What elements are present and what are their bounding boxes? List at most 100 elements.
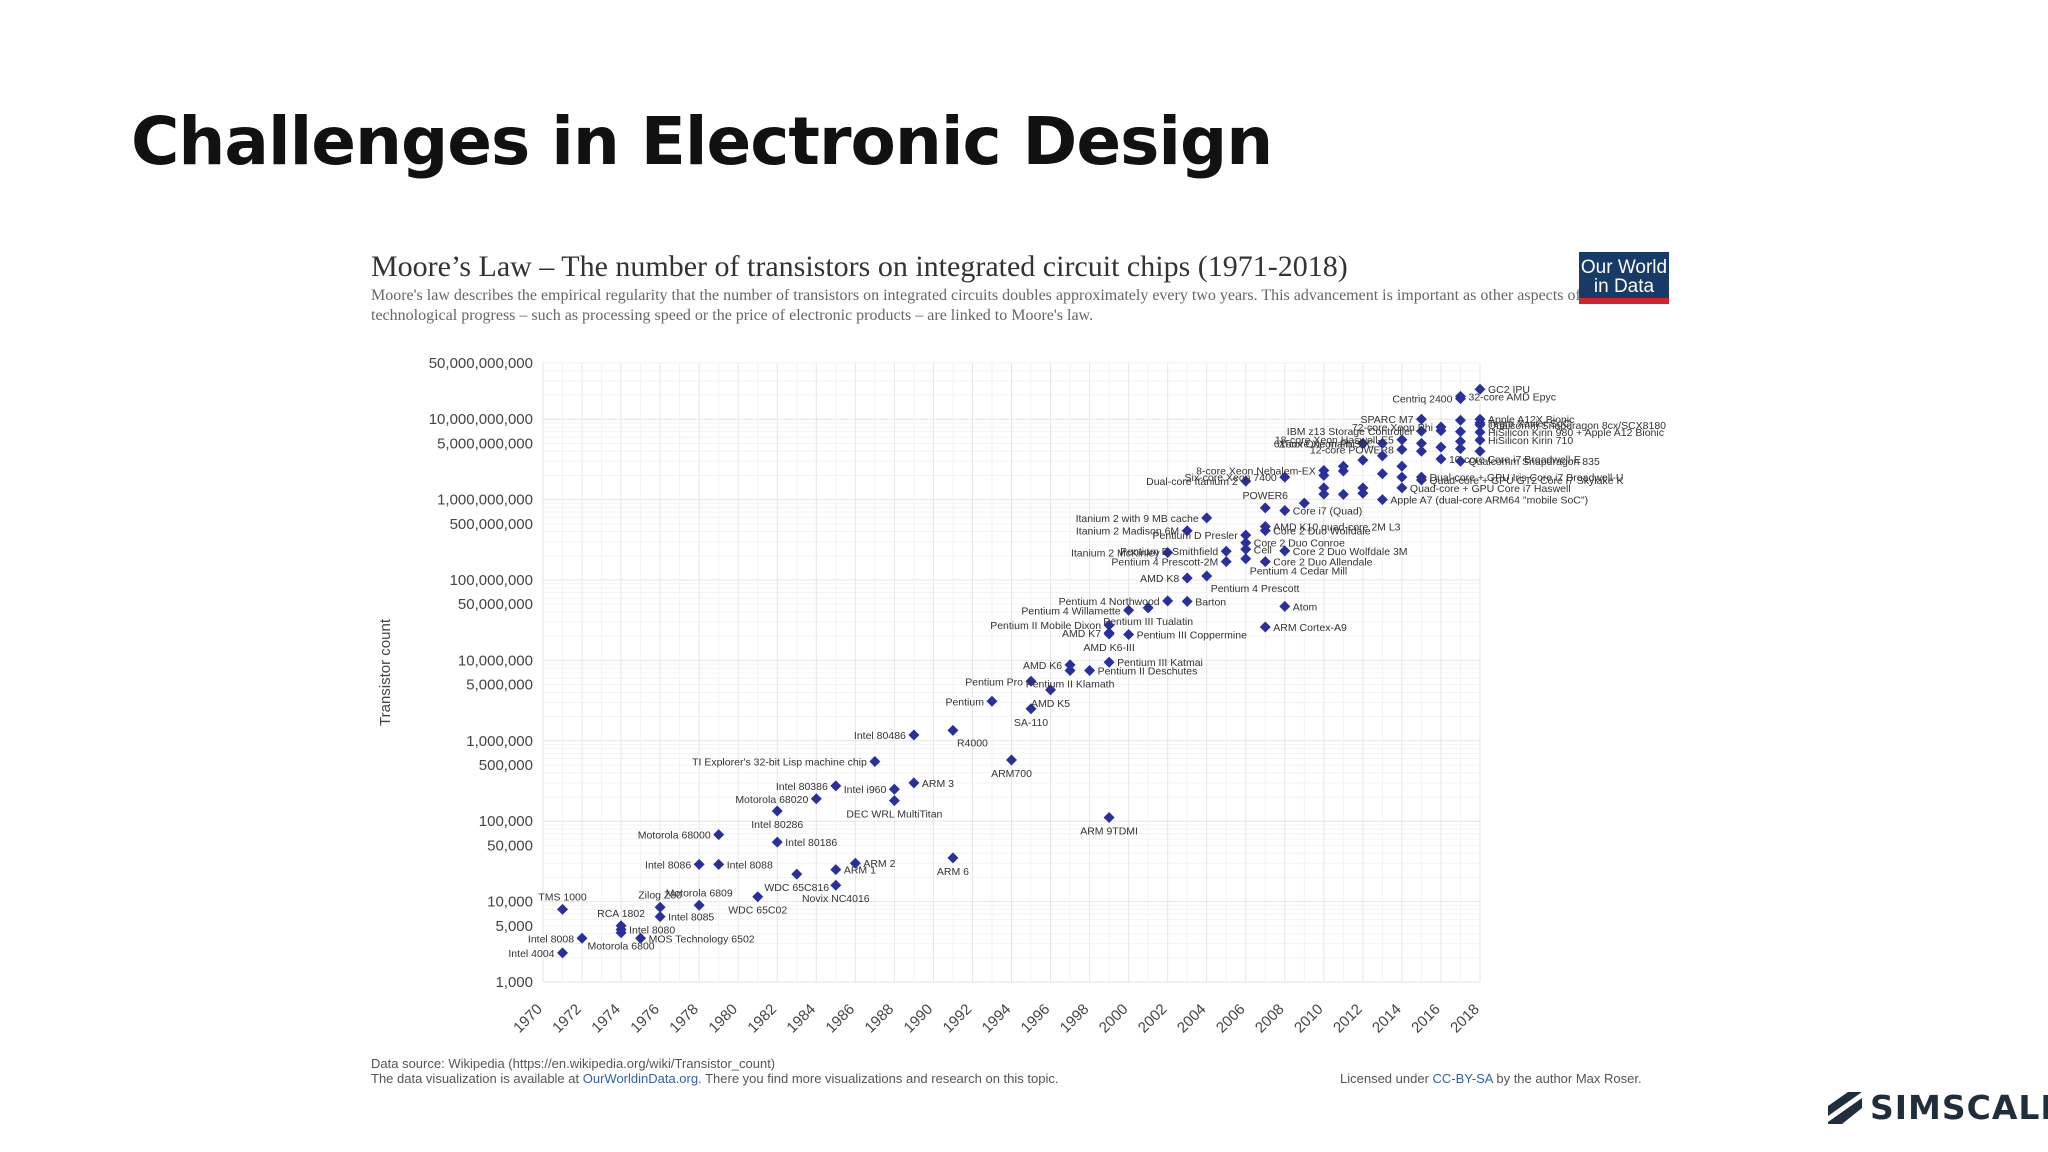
data-point <box>1376 494 1388 506</box>
data-point-label: 61-core Xeon Phi <box>1274 438 1355 450</box>
data-point <box>1474 419 1486 431</box>
data-point <box>1162 595 1174 607</box>
data-point-label: Barton <box>1195 596 1226 608</box>
data-point <box>713 858 725 870</box>
data-point-label: AMD K8 <box>1140 573 1179 585</box>
data-point <box>654 901 666 913</box>
moores-law-figure: Moore’s Law – The number of transistors … <box>368 248 1688 1098</box>
simscale-logo: SIMSCALE <box>1828 1088 2048 1128</box>
x-tick-label: 1976 <box>627 1001 663 1037</box>
our-world-in-data-logo[interactable]: Our World in Data <box>1579 252 1669 304</box>
data-point-label: Itanium 2 McKinley <box>1071 547 1160 559</box>
data-point <box>830 879 842 891</box>
x-tick-label: 1972 <box>549 1001 585 1037</box>
y-tick-label: 50,000,000 <box>458 596 533 613</box>
data-point-label: GC2 IPU <box>1488 384 1530 396</box>
data-point <box>771 836 783 848</box>
visualization-note: The data visualization is available at O… <box>371 1071 1058 1086</box>
data-point <box>908 777 920 789</box>
data-point-label: Pentium D Presler <box>1153 530 1239 542</box>
y-tick-label: 10,000,000,000 <box>429 411 533 428</box>
data-point <box>849 857 861 869</box>
y-tick-label: 100,000,000 <box>450 572 533 589</box>
data-point <box>869 755 881 767</box>
x-tick-label: 2018 <box>1447 1001 1483 1037</box>
data-point-label: DEC WRL MultiTitan <box>846 809 942 821</box>
x-tick-label: 1986 <box>823 1001 859 1037</box>
data-point <box>1103 656 1115 668</box>
data-point <box>1454 455 1466 467</box>
data-point-label: Motorola 68020 <box>735 794 808 806</box>
x-tick-label: 1974 <box>588 1001 624 1037</box>
y-tick-label: 5,000 <box>495 918 533 935</box>
data-point <box>1103 627 1115 639</box>
data-point <box>1181 525 1193 537</box>
data-point-label: AMD K6-III <box>1083 642 1134 654</box>
data-point-label: 8-core Xeon Nehalem-EX <box>1196 466 1316 478</box>
x-tick-label: 2002 <box>1135 1001 1171 1037</box>
data-point <box>1435 425 1447 437</box>
license-prefix: Licensed under <box>1340 1071 1433 1086</box>
data-point <box>1474 434 1486 446</box>
data-point-label: Core 2 Duo Wolfdale 3M <box>1293 546 1408 558</box>
y-axis-label: Transistor count <box>377 618 394 726</box>
data-source-note: Data source: Wikipedia (https://en.wikip… <box>371 1056 776 1071</box>
data-point-label: SA-110 <box>1014 717 1048 729</box>
data-point <box>1376 450 1388 462</box>
data-point <box>1337 488 1349 500</box>
logo-line-2: in Data <box>1593 276 1655 297</box>
data-point-label: Pentium III Katmai <box>1117 657 1203 669</box>
data-point-label: Intel 8086 <box>645 859 691 871</box>
viz-prefix: The data visualization is available at <box>371 1071 583 1086</box>
data-point <box>1396 471 1408 483</box>
data-point <box>557 903 569 915</box>
y-tick-label: 1,000 <box>495 974 533 991</box>
simscale-mark-icon <box>1828 1092 1862 1124</box>
x-tick-label: 1994 <box>979 1001 1015 1037</box>
data-point-label: Intel 80286 <box>751 819 803 831</box>
data-point-label: Atom <box>1293 601 1318 613</box>
data-point-label: Itanium 2 Madison 6M <box>1076 526 1179 538</box>
data-point-label: Core 2 Duo Wolfdale <box>1273 526 1370 538</box>
data-point <box>1474 445 1486 457</box>
data-point-label: Apple A12X Bionic <box>1488 414 1574 426</box>
x-tick-label: 2008 <box>1252 1001 1288 1037</box>
x-tick-label: 1988 <box>862 1001 898 1037</box>
data-point <box>1357 454 1369 466</box>
data-point-label: HiSilicon Kirin 980 + Apple A12 Bionic <box>1488 427 1664 439</box>
data-point <box>1220 556 1232 568</box>
data-point <box>1376 437 1388 449</box>
data-point-label: Intel 4004 <box>508 948 554 960</box>
data-point <box>1357 487 1369 499</box>
y-tick-label: 5,000,000 <box>466 677 533 694</box>
owid-link[interactable]: OurWorldinData.org <box>582 1071 699 1086</box>
x-tick-label: 1990 <box>901 1001 937 1037</box>
data-point <box>791 868 803 880</box>
data-point <box>1064 664 1076 676</box>
y-tick-label: 5,000,000,000 <box>437 435 533 452</box>
data-point <box>1142 602 1154 614</box>
data-point-label: WDC 65C816 <box>764 882 829 894</box>
slide-title: Challenges in Electronic Design <box>131 103 1273 180</box>
data-point-label: 18-core Xeon Haswell-E5 <box>1275 435 1394 447</box>
data-point-label: AMD K5 <box>1031 698 1070 710</box>
license-link[interactable]: CC-BY-SA <box>1432 1071 1493 1086</box>
data-point-label: Intel i960 <box>844 784 887 796</box>
data-point-label: MOS Technology 6502 <box>649 933 755 945</box>
data-point-label: Motorola 68000 <box>638 830 711 842</box>
data-point <box>1064 659 1076 671</box>
data-point <box>1220 545 1232 557</box>
data-point-label: Intel 80386 <box>776 781 828 793</box>
data-point <box>1396 443 1408 455</box>
data-point-label: Centriq 2400 <box>1392 394 1452 406</box>
data-point <box>1298 497 1310 509</box>
chart-subtitle: Moore's law describes the empirical regu… <box>371 287 1581 324</box>
data-point-label: Itanium 2 with 9 MB cache <box>1076 513 1199 525</box>
data-point-label: RCA 1802 <box>597 908 645 920</box>
data-point <box>576 932 588 944</box>
data-point <box>1181 595 1193 607</box>
data-point <box>888 783 900 795</box>
data-point <box>693 899 705 911</box>
data-point-label: Xbox One main SoC <box>1279 438 1375 450</box>
x-tick-label: 1978 <box>666 1001 702 1037</box>
